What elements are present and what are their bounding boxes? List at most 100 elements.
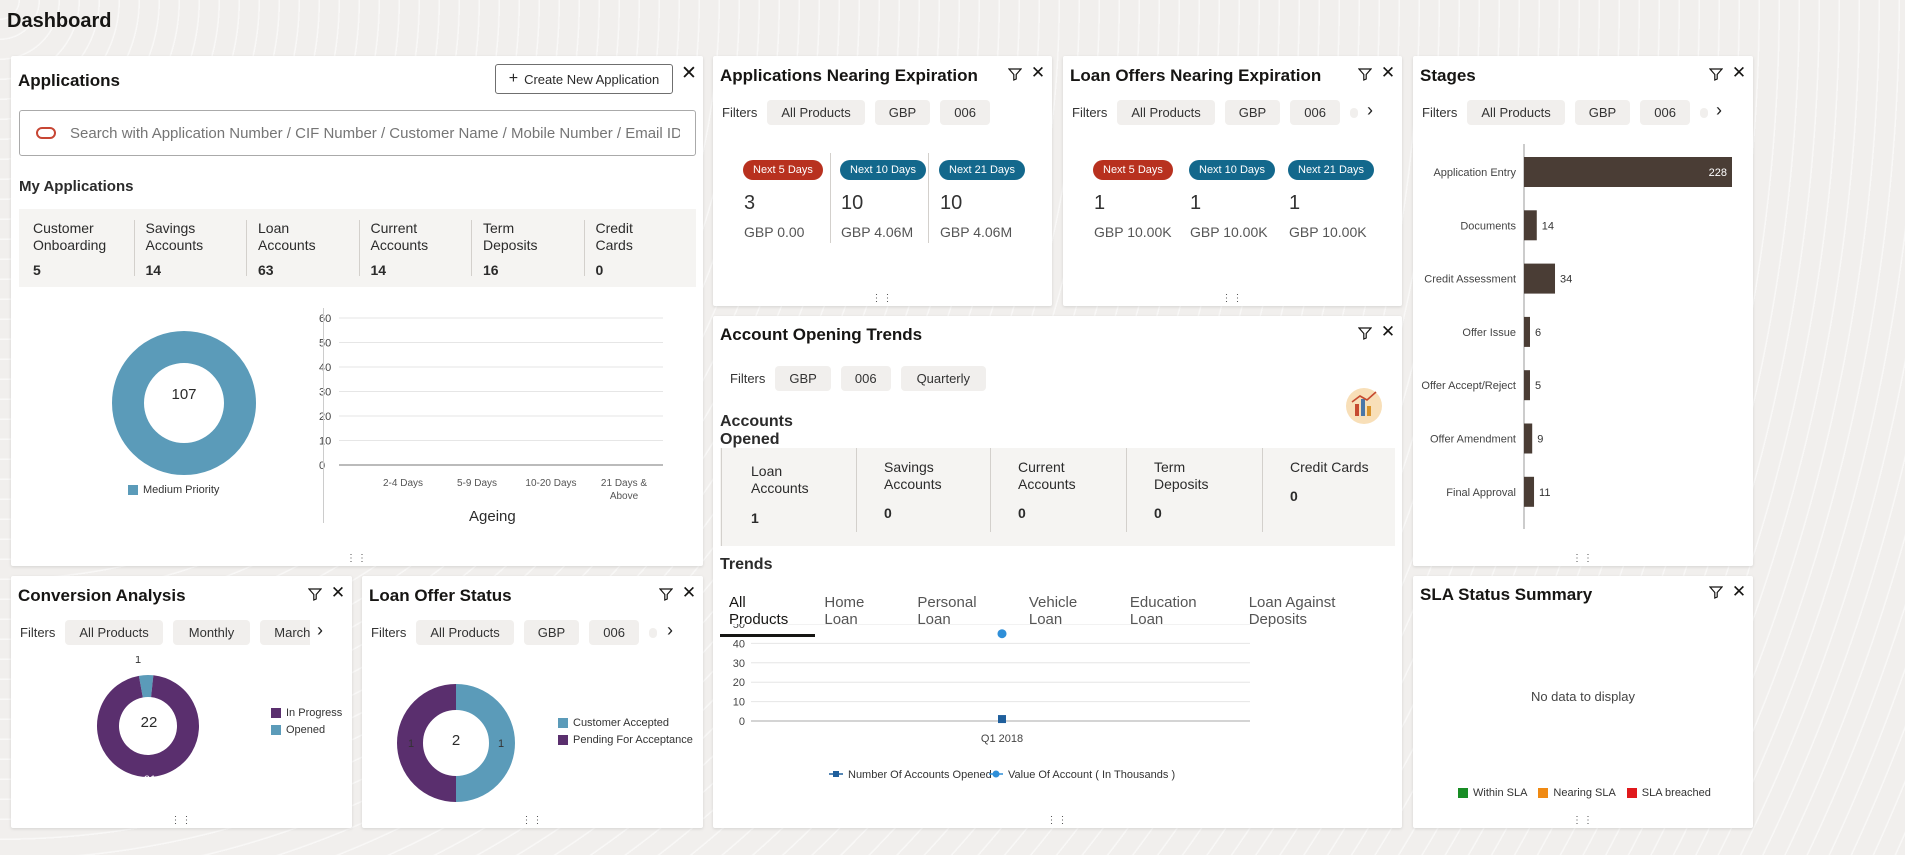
close-icon[interactable]: ✕ (330, 583, 346, 602)
stages-chart: Application Entry 228 Documents 14 Credit As… (1421, 144, 1732, 529)
filter-icon[interactable] (306, 585, 324, 603)
point-accounts-opened[interactable] (998, 715, 1006, 724)
count-value: 14 (370, 262, 387, 278)
close-icon[interactable]: ✕ (1380, 63, 1396, 82)
stage-value-label: 6 (1535, 327, 1541, 339)
divider (721, 448, 722, 546)
filters-label: Filters (722, 105, 758, 120)
resize-grip[interactable]: ⋮⋮ (346, 553, 368, 564)
stage-bar[interactable] (1524, 263, 1556, 294)
divider (990, 448, 991, 532)
sla-empty-message: No data to display (1530, 689, 1636, 704)
close-icon[interactable]: ✕ (1731, 63, 1747, 82)
create-new-application-button[interactable]: + Create New Application (495, 64, 673, 94)
filter-chip-currency[interactable]: GBP (775, 366, 831, 391)
applications-title: Applications (18, 71, 121, 90)
stage-label: Offer Accept/Reject (1421, 380, 1516, 392)
stage-bar[interactable] (1524, 316, 1530, 347)
search-box[interactable] (19, 110, 696, 156)
count-label-line2: Accounts (145, 237, 204, 253)
plus-icon: + (508, 70, 519, 87)
filter-icon[interactable] (1006, 65, 1024, 83)
filter-icon[interactable] (657, 585, 675, 603)
filter-chip-branch[interactable]: 006 (1640, 100, 1690, 125)
stage-bar[interactable] (1524, 423, 1533, 454)
filters-label: Filters (1072, 105, 1108, 120)
y-tick-label: 40 (733, 638, 745, 650)
filter-chip-period[interactable]: Quarterly (900, 366, 987, 391)
filter-icon[interactable] (1707, 65, 1725, 83)
legend-label: Number Of Accounts Opened (848, 769, 992, 781)
chevron-right-icon[interactable]: › (1367, 100, 1373, 120)
filter-icon[interactable] (1356, 65, 1374, 83)
filter-chip-currency[interactable]: GBP (874, 100, 931, 125)
tab-loan-against-deposits[interactable]: Loan Against Deposits (1248, 594, 1336, 628)
opened-label-line1: Credit Cards (1290, 459, 1369, 475)
filter-icon[interactable] (1707, 583, 1725, 601)
oracle-logo-icon (36, 127, 56, 139)
filter-chip-product[interactable]: All Products (767, 100, 865, 125)
resize-grip[interactable]: ⋮⋮ (1572, 553, 1594, 564)
filter-chip-currency[interactable]: GBP (1574, 100, 1631, 125)
filter-chip-branch[interactable]: 006 (1290, 100, 1340, 125)
close-icon[interactable]: ✕ (1731, 582, 1747, 601)
point-value-of-account[interactable] (997, 629, 1007, 639)
apps-expiry-card: Applications Nearing Expiration ✕ Filter… (713, 56, 1052, 306)
resize-grip[interactable]: ⋮⋮ (871, 293, 894, 304)
sla-card: SLA Status Summary ✕ No data to display … (1413, 576, 1753, 828)
stage-bar[interactable] (1524, 157, 1732, 187)
filter-chip-branch[interactable]: 006 (840, 366, 891, 391)
stage-value-label: 14 (1542, 220, 1554, 232)
stage-bar[interactable] (1524, 476, 1535, 507)
offer-status-card: Loan Offer Status ✕ Filters All Products… (362, 576, 703, 828)
legend-item: Within SLA (1458, 787, 1527, 799)
filter-chip-product[interactable]: All Products (65, 620, 163, 645)
resize-grip[interactable]: ⋮⋮ (1046, 815, 1069, 826)
filter-chip-month[interactable]: March (260, 620, 310, 645)
filter-chip-branch[interactable]: 006 (940, 100, 990, 125)
donut-slice[interactable] (455, 684, 515, 802)
donut-slice[interactable] (397, 684, 457, 802)
filter-chip-more[interactable] (1699, 107, 1708, 118)
close-icon[interactable]: ✕ (681, 62, 697, 84)
close-icon[interactable]: ✕ (681, 583, 697, 602)
stages-card: Stages ✕ Filters All Products GBP 006 › … (1413, 56, 1753, 566)
legend-label: Nearing SLA (1553, 787, 1616, 799)
slice-value-label: 21 (144, 774, 156, 786)
filter-chip-currency[interactable]: GBP (523, 620, 580, 645)
close-icon[interactable]: ✕ (1380, 322, 1396, 341)
donut-slice[interactable] (138, 675, 154, 698)
filter-icon[interactable] (1356, 324, 1374, 342)
expiry-amount: GBP 4.06M (940, 224, 1013, 240)
resize-grip[interactable]: ⋮⋮ (1572, 815, 1594, 826)
stage-bar[interactable] (1524, 370, 1530, 401)
count-value: 0 (595, 262, 604, 278)
filter-chip-period[interactable]: Monthly (172, 620, 251, 645)
search-input[interactable] (70, 124, 680, 142)
chevron-right-icon[interactable]: › (1716, 100, 1722, 120)
chevron-right-icon[interactable]: › (667, 620, 673, 640)
application-counts (19, 209, 696, 287)
resize-grip[interactable]: ⋮⋮ (170, 815, 193, 826)
expiry-count: 1 (1094, 192, 1106, 214)
chevron-right-icon[interactable]: › (317, 620, 323, 640)
count-label-line1: Term (483, 220, 515, 236)
legend-label: Opened (286, 724, 326, 736)
conversion-filters: Filters All Products Monthly March (20, 620, 310, 645)
filter-chip-more[interactable] (1349, 107, 1358, 118)
filter-chip-currency[interactable]: GBP (1224, 100, 1281, 125)
stage-bar[interactable] (1524, 210, 1537, 241)
resize-grip[interactable]: ⋮⋮ (521, 815, 544, 826)
filter-chip-product[interactable]: All Products (416, 620, 514, 645)
resize-grip[interactable]: ⋮⋮ (1221, 293, 1244, 304)
filter-chip-product[interactable]: All Products (1467, 100, 1565, 125)
donut-slice[interactable] (97, 675, 199, 777)
close-icon[interactable]: ✕ (1030, 63, 1046, 82)
stage-value-label: 5 (1535, 380, 1541, 392)
opened-value: 0 (1290, 488, 1298, 504)
filter-chip-more[interactable] (648, 627, 657, 638)
filters-label: Filters (1422, 105, 1458, 120)
y-tick-label: 50 (319, 338, 331, 350)
filter-chip-branch[interactable]: 006 (589, 620, 639, 645)
filter-chip-product[interactable]: All Products (1117, 100, 1215, 125)
